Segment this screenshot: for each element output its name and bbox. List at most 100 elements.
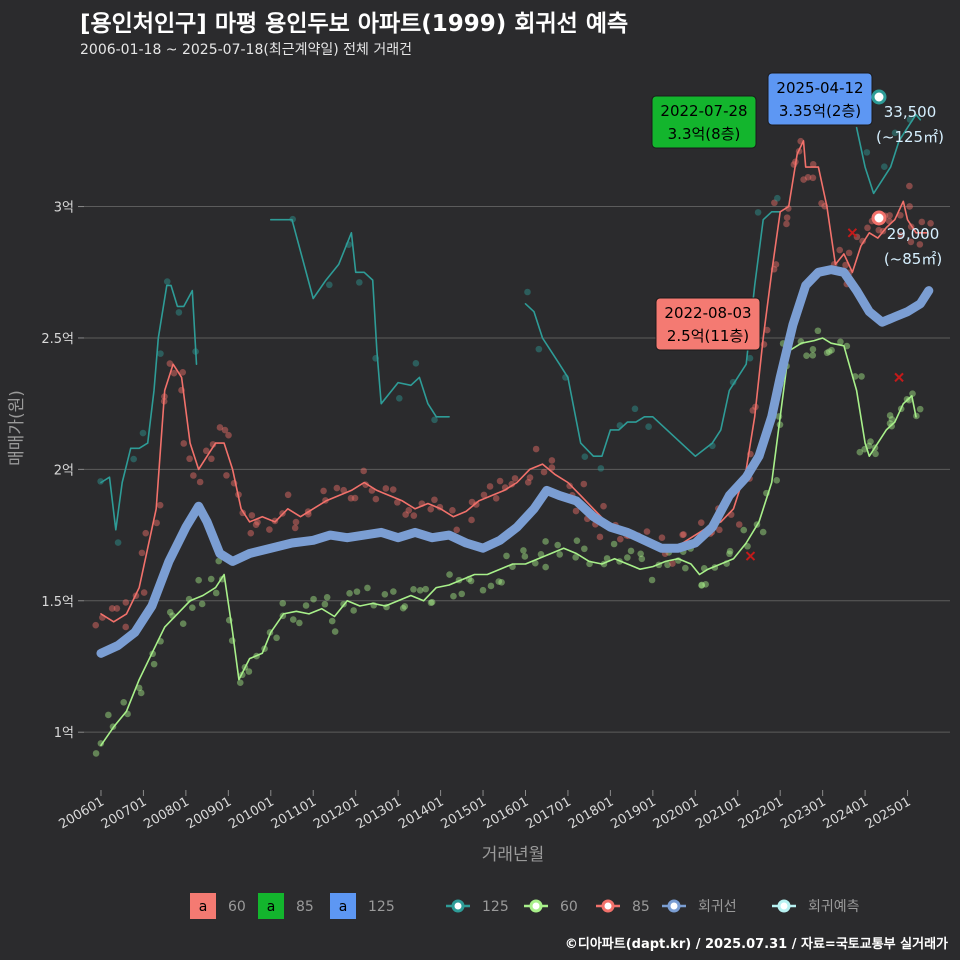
scatter-point-168 [208,455,215,463]
scatter-point-233 [596,533,604,541]
scatter-point-177 [248,512,256,519]
scatter-point-299 [927,220,934,227]
scatter-point-169 [216,424,224,431]
scatter-point-75 [542,563,549,571]
scatter-point-67 [495,578,503,585]
scatter-point-58 [446,571,453,578]
scatter-point-52 [401,603,409,610]
scatter-point-305 [163,278,171,285]
scatter-point-106 [740,526,748,534]
scatter-point-316 [524,288,531,296]
annotation-box-0 [651,95,757,149]
scatter-point-315 [431,416,438,424]
x-tick-label-9: 201501 [439,794,489,832]
scatter-point-101 [702,581,709,588]
y-tick-label-4: 3억 [54,201,74,216]
scatter-point-43 [346,589,353,597]
x-tick-label-2: 200801 [141,794,191,832]
scatter-point-300 [97,478,104,485]
legend-line-label-0: 125 [482,899,509,915]
scatter-point-209 [453,526,461,534]
scatter-point-264 [784,205,792,212]
scatter-point-188 [320,487,327,495]
scatter-point-291 [886,212,893,219]
x-tick-label-4: 201001 [226,794,276,832]
scatter-point-133 [872,450,879,458]
scatter-point-142 [916,405,924,413]
scatter-point-30 [273,634,280,642]
scatter-point-148 [122,599,130,606]
x-tick-label-5: 201101 [269,794,319,832]
end-point-1 [871,210,887,226]
scatter-point-8 [150,660,158,668]
scatter-point-252 [735,521,743,528]
scatter-point-74 [542,538,549,545]
annotations: 2022-07-283.3억(8층)2022-08-032.5억(11층)202… [651,72,944,351]
scatter-point-170 [225,431,232,439]
scatter-point-293 [897,211,904,219]
scatter-point-47 [364,584,371,592]
scatter-point-145 [92,621,100,629]
annotation-price-2: 3.35억(2층) [779,102,861,120]
series-lines [96,113,934,747]
scatter-point-155 [153,519,160,527]
annotation-2: 2025-04-12 3.35억(2층) [767,72,873,126]
scatter-point-88 [637,550,644,558]
scatter-point-171 [221,426,229,434]
scatter-point-222 [532,445,540,453]
x-tick-label-7: 201301 [354,794,404,832]
scatter-point-24 [236,679,244,687]
x-tick-label-0: 200601 [56,794,106,832]
scatter-point-154 [156,501,164,509]
scatter-point-296 [907,238,915,246]
scatter-point-56 [428,598,436,606]
scatter-point-213 [480,491,488,499]
scatter-point-304 [157,350,164,357]
scatter-point-131 [867,438,874,445]
scatter-point-308 [289,215,296,223]
legend-box-label-2: 125 [368,899,395,915]
scatter-point-96 [682,564,689,572]
scatter-point-108 [759,528,767,536]
scatter-point-245 [680,531,687,538]
scatter-point-60 [458,590,466,598]
scatter-point-39 [321,600,329,608]
scatter-point-271 [804,174,812,181]
scatter-point-32 [279,599,287,607]
scatter-point-27 [245,668,253,675]
scatter-point-38 [323,593,331,601]
scatter-point-120 [814,327,822,335]
scatter-point-262 [771,199,778,207]
x-axis-title: 거래년월 [482,845,545,865]
x-tick-label-6: 201201 [311,794,361,832]
scatter-point-290 [897,231,905,239]
scatter-point-232 [600,502,607,510]
scatter-point-50 [390,588,397,595]
scatter-point-81 [581,545,588,553]
series-line-60 [100,337,917,747]
scatter-point-152 [138,549,146,557]
scatter-point-239 [643,528,651,535]
scatter-point-126 [858,373,865,380]
series-line-85 [100,140,928,623]
scatter-point-208 [449,507,456,514]
scatter-point-314 [412,360,420,367]
annotation-1: 2022-08-03 2.5억(11층) [655,297,761,351]
scatter-point-256 [749,407,757,414]
scatter-point-265 [783,214,791,221]
legend-dot-1 [529,899,543,913]
scatter-point-331 [891,129,899,137]
x-tick-label-8: 201401 [396,794,446,832]
x-tick-label-1: 200701 [99,794,149,832]
scatter-point-45 [350,607,357,614]
x-tick-label-3: 200901 [184,794,234,832]
scatter-point-110 [773,477,781,484]
legend-box-label-0: 60 [228,899,246,915]
end-point-0 [871,89,887,105]
scatter-point-16 [195,576,202,584]
scatter-point-51 [399,604,407,612]
scatter-point-176 [247,529,255,537]
scatter-point-228 [572,507,580,515]
legend-box-label-1: 85 [296,899,314,915]
